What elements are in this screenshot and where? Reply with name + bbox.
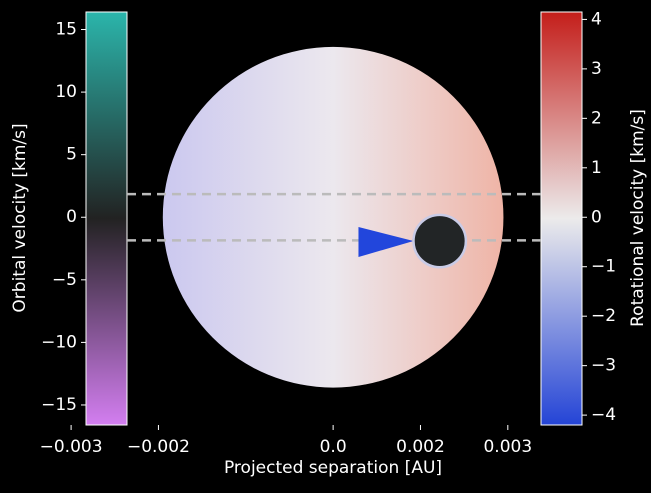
planet bbox=[413, 215, 465, 267]
y-tick-label: −15 bbox=[41, 395, 77, 415]
x-tick-label: −0.002 bbox=[127, 437, 190, 457]
chart: Projected separation [AU] Orbital veloci… bbox=[0, 0, 651, 489]
y2-tick-label: 0 bbox=[591, 207, 602, 227]
y-tick-label: 0 bbox=[66, 207, 77, 227]
y-tick-label: 5 bbox=[66, 145, 77, 165]
y2-tick-label: −3 bbox=[591, 356, 616, 376]
y-tick-label: 10 bbox=[55, 82, 77, 102]
y2-axis-label: Rotational velocity [km/s] bbox=[628, 109, 648, 327]
y2-tick-label: 1 bbox=[591, 158, 602, 178]
y2-tick-label: −2 bbox=[591, 306, 616, 326]
x-tick-label: 0.002 bbox=[396, 437, 445, 457]
x-tick-label: −0.003 bbox=[40, 437, 103, 457]
y-tick-label: −5 bbox=[52, 270, 77, 290]
x-tick-label: 0.0 bbox=[320, 437, 347, 457]
y-axis-label: Orbital velocity [km/s] bbox=[10, 123, 30, 312]
y2-tick-label: −4 bbox=[591, 405, 616, 425]
x-axis-label: Projected separation [AU] bbox=[224, 458, 442, 478]
x-tick-label: 0.003 bbox=[483, 437, 532, 457]
left-colorbar bbox=[86, 12, 127, 425]
y-tick-label: 15 bbox=[55, 20, 77, 40]
y2-tick-label: 2 bbox=[591, 108, 602, 128]
y2-tick-label: −1 bbox=[591, 257, 616, 277]
y2-tick-label: 4 bbox=[591, 9, 602, 29]
y-tick-label: −10 bbox=[41, 332, 77, 352]
y2-tick-label: 3 bbox=[591, 59, 602, 79]
right-colorbar bbox=[541, 12, 582, 425]
